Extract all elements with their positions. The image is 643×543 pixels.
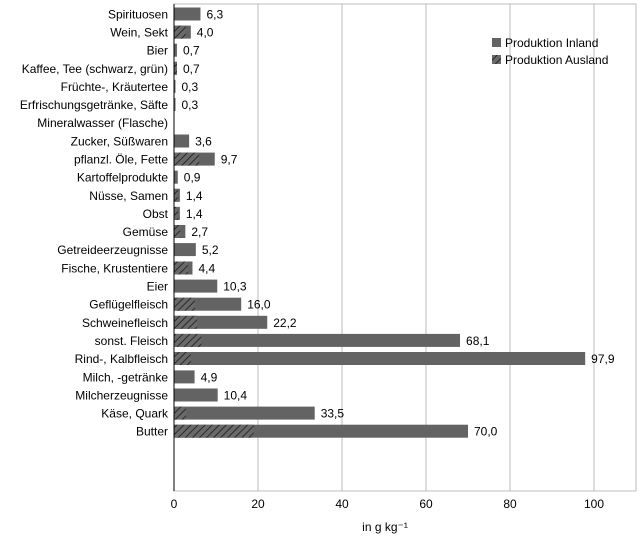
- bar-ausland: [174, 188, 179, 202]
- bar-ausland: [174, 333, 202, 347]
- bars: 6,3 4,0 0,7 0,7 0,3 0,3 3,6 9,7 0,9 1,4 1,4 2,7 5,2 4…: [174, 7, 615, 439]
- bar-ausland: [174, 297, 195, 311]
- bar-ausland: [174, 225, 181, 238]
- data-label: 0,9: [184, 171, 201, 185]
- data-label: 0,3: [182, 80, 199, 94]
- data-label: 4,0: [197, 26, 214, 40]
- bar-ausland: [174, 424, 254, 438]
- bar-inland: [174, 333, 461, 347]
- data-label: 22,2: [273, 316, 297, 330]
- x-tick-label: 100: [584, 497, 604, 511]
- category-label: Getreideerzeugnisse: [57, 243, 168, 257]
- data-label: 2,7: [191, 225, 208, 239]
- data-label: 4,9: [201, 370, 218, 384]
- category-label: Käse, Quark: [101, 407, 169, 421]
- category-label: Mineralwasser (Flasche): [37, 116, 168, 130]
- category-label: Spirituosen: [108, 8, 168, 22]
- category-label: Fische, Krustentiere: [61, 262, 168, 276]
- data-label: 10,4: [224, 389, 248, 403]
- bar-inland: [174, 134, 190, 148]
- bar-ausland: [174, 406, 186, 420]
- data-label: 0,7: [183, 44, 200, 58]
- legend-swatch-inland: [492, 38, 501, 47]
- data-label: 1,4: [186, 207, 203, 221]
- category-label: Kartoffelprodukte: [77, 171, 168, 185]
- data-label: 10,3: [223, 280, 247, 294]
- data-label: 68,1: [466, 334, 490, 348]
- data-label: 97,9: [591, 352, 615, 366]
- bar-inland: [174, 279, 218, 293]
- x-axis: 0 20 40 60 80 100: [171, 4, 604, 511]
- bar-ausland: [174, 25, 186, 39]
- legend: Produktion Inland Produktion Ausland: [492, 36, 608, 67]
- data-label: 0,7: [183, 62, 200, 76]
- bar-inland: [174, 315, 268, 329]
- x-tick-label: 40: [335, 497, 349, 511]
- category-label: Nüsse, Samen: [89, 189, 168, 203]
- data-label: 0,3: [182, 98, 199, 112]
- data-label: 33,5: [321, 407, 345, 421]
- category-label: Kaffee, Tee (schwarz, grün): [22, 62, 168, 76]
- data-label: 3,6: [195, 135, 212, 149]
- bar-ausland: [174, 206, 179, 220]
- bar-inland: [174, 388, 218, 402]
- bar-ausland: [174, 352, 191, 365]
- bar-inland: [174, 170, 178, 184]
- x-tick-label: 0: [171, 497, 178, 511]
- legend-label-inland: Produktion Inland: [505, 36, 598, 50]
- category-label: Geflügelfleisch: [89, 298, 168, 312]
- bar-ausland: [174, 61, 177, 75]
- category-label: Rind-, Kalbfleisch: [75, 352, 168, 366]
- category-label: Gemüse: [123, 225, 169, 239]
- category-label: Obst: [143, 207, 169, 221]
- bar-inland: [174, 243, 196, 257]
- category-label: Bier: [147, 44, 168, 58]
- bar-inland: [174, 43, 177, 57]
- data-label: 4,4: [198, 262, 215, 276]
- category-label: Milcherzeugnisse: [75, 389, 168, 403]
- bar-inland: [174, 406, 315, 420]
- x-tick-label: 20: [251, 497, 265, 511]
- data-label: 70,0: [474, 425, 498, 439]
- bar-ausland: [174, 315, 198, 329]
- category-label: Früchte-, Kräutertee: [61, 80, 169, 94]
- bar-inland: [174, 352, 586, 365]
- data-label: 1,4: [186, 189, 203, 203]
- category-label: Wein, Sekt: [110, 26, 168, 40]
- bar-ausland: [174, 152, 200, 166]
- data-label: 9,7: [221, 153, 238, 167]
- legend-swatch-ausland: [492, 55, 501, 64]
- x-axis-label: in g kg⁻¹: [362, 520, 408, 534]
- category-label: Butter: [136, 425, 168, 439]
- data-label: 5,2: [202, 243, 219, 257]
- bar-inland: [174, 98, 176, 111]
- category-label: Erfrischungsgetränke, Säfte: [20, 98, 168, 112]
- bar-inland: [174, 7, 201, 21]
- category-label: Zucker, Süßwaren: [71, 135, 168, 149]
- category-label: Schweinefleisch: [82, 316, 168, 330]
- category-label: Eier: [147, 280, 168, 294]
- category-label: pflanzl. Öle, Fette: [74, 153, 168, 167]
- x-tick-label: 80: [503, 497, 517, 511]
- data-label: 16,0: [247, 298, 271, 312]
- bar-inland: [174, 370, 195, 384]
- bar-inland: [174, 79, 176, 93]
- data-label: 6,3: [206, 8, 223, 22]
- legend-label-ausland: Produktion Ausland: [505, 53, 608, 67]
- x-tick-label: 60: [419, 497, 433, 511]
- category-labels: Spirituosen Wein, Sekt Bier Kaffee, Tee (sc…: [20, 8, 169, 439]
- category-label: Milch, -getränke: [83, 370, 169, 384]
- category-label: sonst. Fleisch: [95, 334, 168, 348]
- bar-ausland: [174, 261, 188, 275]
